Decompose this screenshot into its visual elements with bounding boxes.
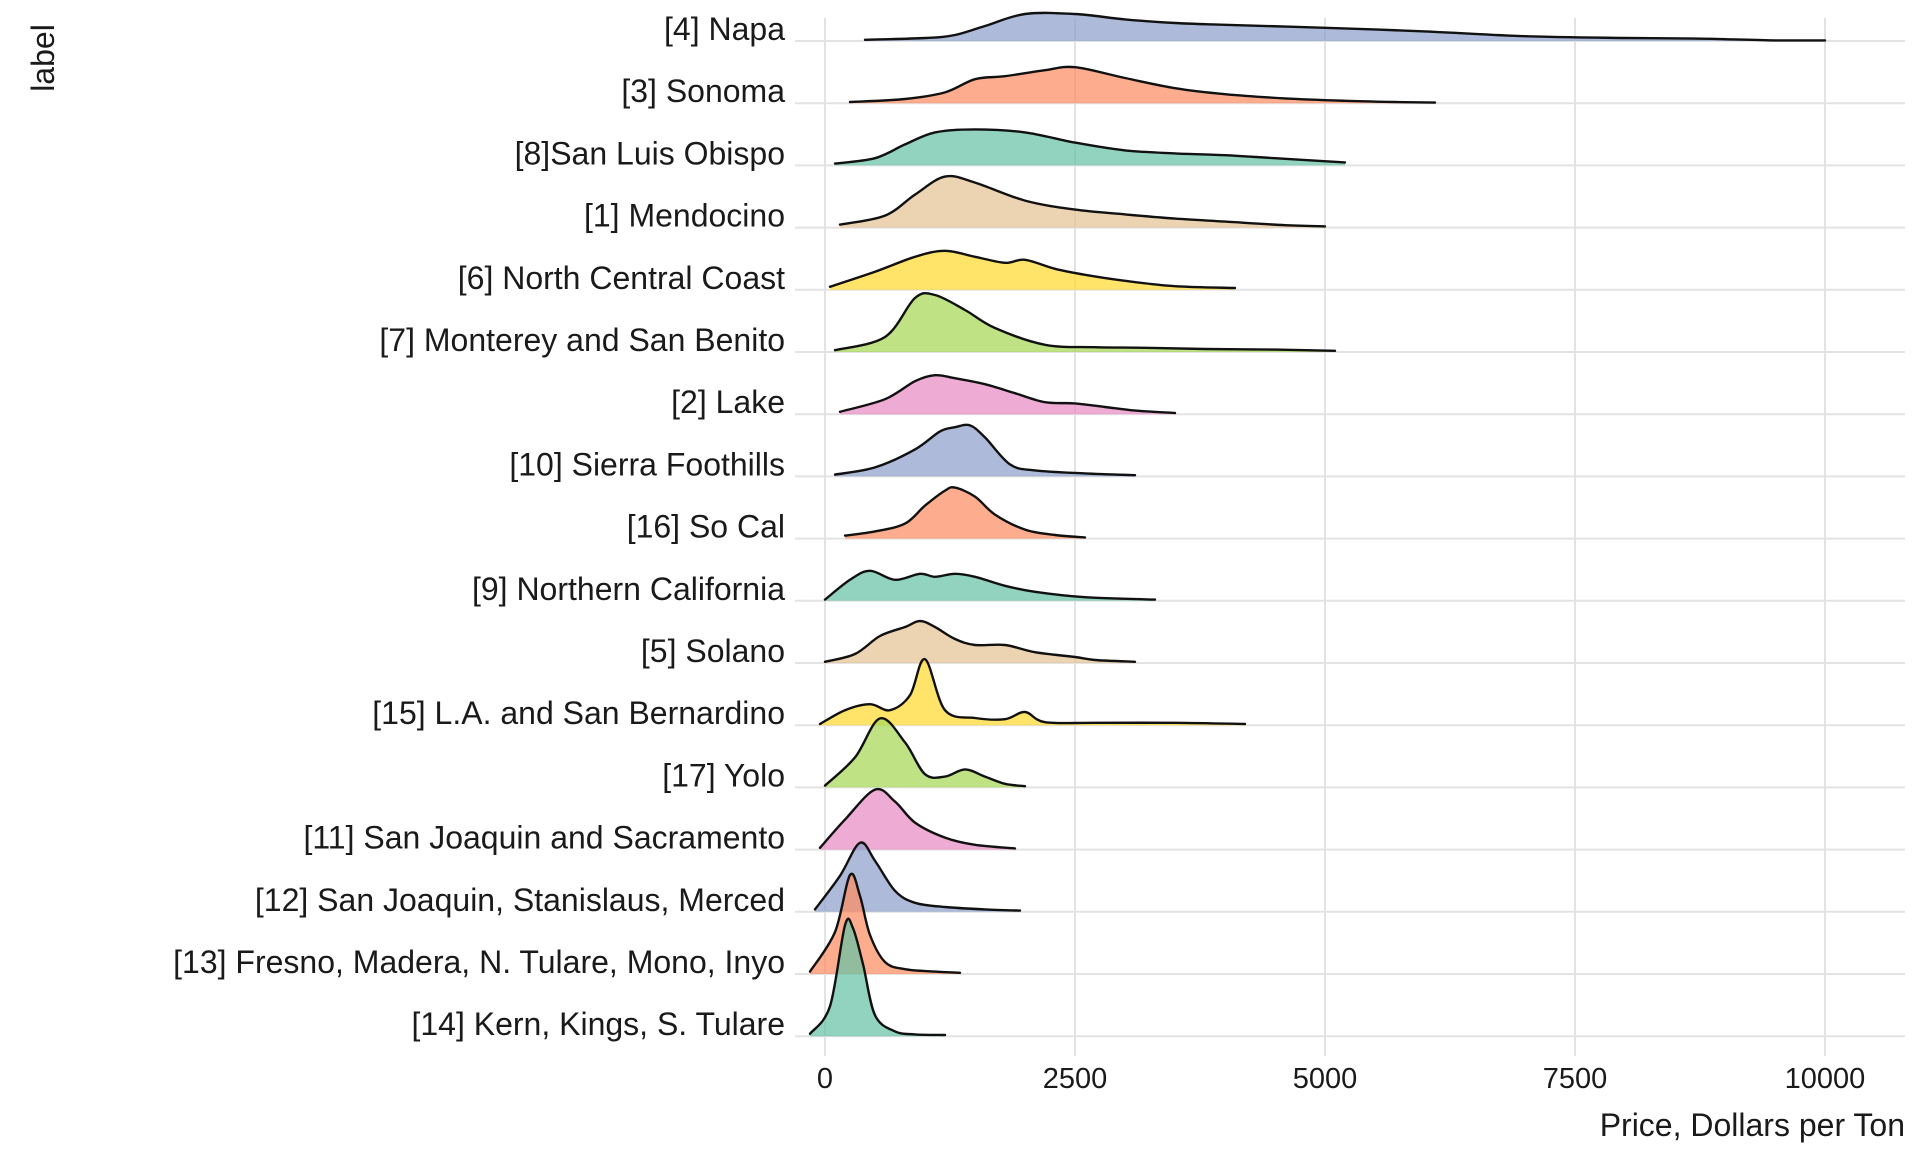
ridge-outline xyxy=(843,486,1087,539)
ridge-area xyxy=(865,12,1825,42)
ridge-outline xyxy=(838,373,1177,415)
ridge xyxy=(838,174,1327,228)
x-tick-labels: 0 2500 5000 7500 10000 xyxy=(817,1063,1865,1095)
category-label: [13] Fresno, Madera, N. Tulare, Mono, In… xyxy=(173,944,785,980)
category-label: [10] Sierra Foothills xyxy=(509,446,785,482)
ridge-area xyxy=(820,789,1015,850)
ridge-outline xyxy=(823,569,1157,601)
ridge xyxy=(833,128,1347,166)
x-tick-label: 10000 xyxy=(1785,1063,1866,1095)
x-axis-title: Price, Dollars per Ton xyxy=(1600,1107,1905,1143)
ridge xyxy=(863,11,1827,42)
ridge xyxy=(823,717,1027,788)
ridge-area xyxy=(825,621,1135,663)
ridge-area xyxy=(810,918,945,1037)
x-tick-label: 2500 xyxy=(1043,1063,1108,1095)
ridge-outline xyxy=(833,128,1347,165)
category-label: [11] San Joaquin and Sacramento xyxy=(303,820,785,856)
category-label: [2] Lake xyxy=(671,384,785,420)
vertical-gridlines xyxy=(824,18,1826,1056)
ridge xyxy=(833,423,1137,477)
category-label: [17] Yolo xyxy=(662,757,785,793)
ridge-area xyxy=(820,659,1245,726)
ridge-outline xyxy=(818,658,1247,726)
ridge xyxy=(823,569,1157,601)
category-label: [6] North Central Coast xyxy=(458,260,785,296)
ridge-outline xyxy=(818,787,1017,850)
ridge-area xyxy=(835,424,1135,477)
ridge-area xyxy=(835,293,1335,352)
x-tick-label: 0 xyxy=(817,1063,833,1095)
density-ridges xyxy=(808,11,1827,1037)
ridge-outline xyxy=(848,65,1437,104)
ridge xyxy=(818,658,1247,726)
ridge-outline xyxy=(823,717,1027,788)
category-label: [14] Kern, Kings, S. Tulare xyxy=(411,1006,785,1042)
x-tick-label: 7500 xyxy=(1543,1063,1608,1095)
category-label: [9] Northern California xyxy=(472,571,785,607)
ridge xyxy=(833,291,1337,352)
ridge-area xyxy=(825,570,1155,601)
ridge-area xyxy=(830,250,1235,290)
ridge xyxy=(828,249,1237,290)
ridge-outline xyxy=(833,423,1137,477)
ridge-outline xyxy=(808,917,947,1037)
category-label: [15] L.A. and San Bernardino xyxy=(372,695,785,731)
ridge-outline xyxy=(838,174,1327,228)
category-label: [1] Mendocino xyxy=(584,198,785,234)
ridge-area xyxy=(825,718,1025,788)
x-tick-label: 5000 xyxy=(1293,1063,1358,1095)
ridge-area xyxy=(850,66,1435,104)
category-label: [5] Solano xyxy=(641,633,785,669)
ridge-area xyxy=(840,176,1325,228)
ridge xyxy=(818,787,1017,850)
ridge-outline xyxy=(808,872,962,974)
ridge xyxy=(823,619,1137,663)
ridge-area xyxy=(835,129,1345,166)
ridge-area xyxy=(815,842,1020,912)
category-label: [7] Monterey and San Benito xyxy=(379,322,785,358)
ridge xyxy=(838,373,1177,415)
category-label: [4] Napa xyxy=(664,11,785,47)
ridge-area xyxy=(845,487,1085,539)
category-label: [16] So Cal xyxy=(627,509,785,545)
ridge xyxy=(813,841,1022,912)
ridge-outline xyxy=(863,11,1827,42)
ridge-outline xyxy=(828,249,1237,290)
ridge xyxy=(848,65,1437,104)
ridge xyxy=(843,486,1087,539)
ridge-outline xyxy=(833,291,1337,352)
y-axis-title: label xyxy=(25,24,61,92)
category-label: [12] San Joaquin, Stanislaus, Merced xyxy=(255,882,785,918)
ridge-outline xyxy=(823,619,1137,663)
category-label: [3] Sonoma xyxy=(621,73,785,109)
ridge-area xyxy=(840,375,1175,415)
ridge-outline xyxy=(813,841,1022,912)
ridge xyxy=(808,917,947,1037)
category-label: [8]San Luis Obispo xyxy=(515,135,785,171)
category-labels: [4] Napa [3] Sonoma [8]San Luis Obispo [1] … xyxy=(173,11,785,1042)
